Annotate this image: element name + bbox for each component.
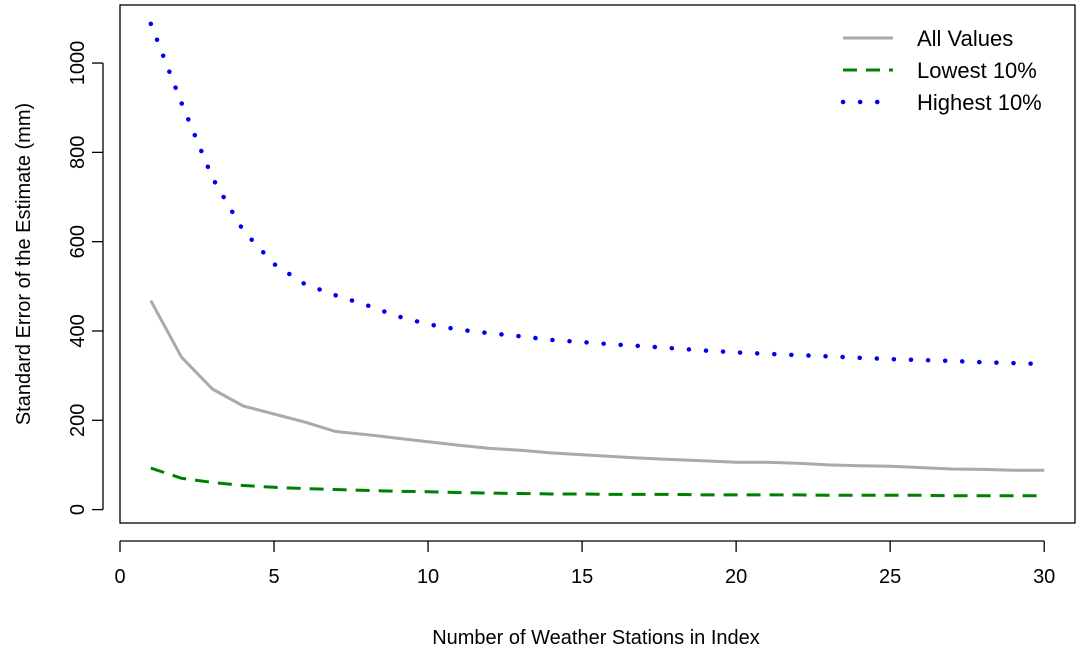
y-tick-label: 400 xyxy=(67,314,89,347)
y-tick-label: 200 xyxy=(67,404,89,437)
x-tick-label: 20 xyxy=(725,566,747,588)
x-axis-label: Number of Weather Stations in Index xyxy=(432,627,760,649)
y-tick-label: 1000 xyxy=(67,41,89,86)
legend-label: Lowest 10% xyxy=(917,58,1037,83)
x-tick-label: 15 xyxy=(571,566,593,588)
y-tick-label: 800 xyxy=(67,136,89,169)
legend: All Values Lowest 10% Highest 10% xyxy=(840,26,1042,115)
series-line-all-values xyxy=(149,299,1045,472)
x-tick-label: 5 xyxy=(268,566,279,588)
legend-label: All Values xyxy=(917,26,1013,51)
legend-label: Highest 10% xyxy=(917,90,1042,115)
y-tick-label: 600 xyxy=(67,225,89,258)
x-tick-label: 30 xyxy=(1033,566,1055,588)
series-line-highest-10 xyxy=(148,21,1047,367)
series-lines xyxy=(148,21,1047,498)
y-tick-label: 0 xyxy=(67,504,89,515)
axes: 0 5 10 15 20 25 30 0 200 400 600 800 1000 xyxy=(67,4,1076,588)
series-line-lowest-10 xyxy=(150,466,1045,498)
plot-frame xyxy=(119,4,1076,524)
x-tick-label: 0 xyxy=(114,566,125,588)
x-tick-label: 10 xyxy=(417,566,439,588)
x-tick-label: 25 xyxy=(879,566,901,588)
y-axis-label: Standard Error of the Estimate (mm) xyxy=(13,103,35,425)
